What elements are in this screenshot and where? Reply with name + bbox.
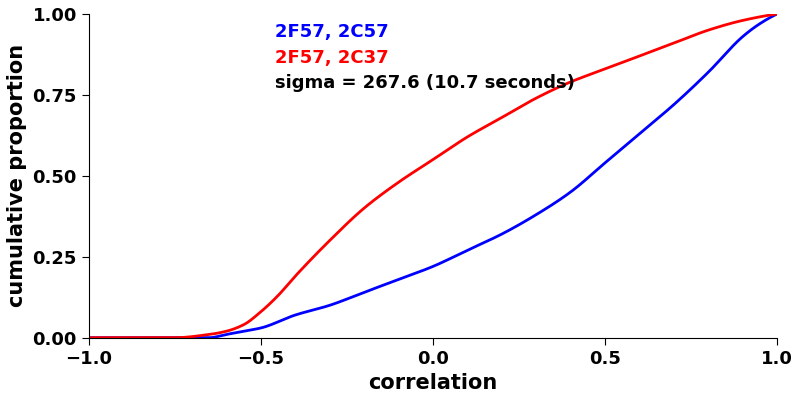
Y-axis label: cumulative proportion: cumulative proportion (7, 44, 27, 307)
Text: sigma = 267.6 (10.7 seconds): sigma = 267.6 (10.7 seconds) (274, 74, 574, 92)
Text: 2F57, 2C37: 2F57, 2C37 (274, 48, 388, 66)
Text: 2F57, 2C57: 2F57, 2C57 (274, 23, 388, 41)
X-axis label: correlation: correlation (368, 373, 498, 393)
